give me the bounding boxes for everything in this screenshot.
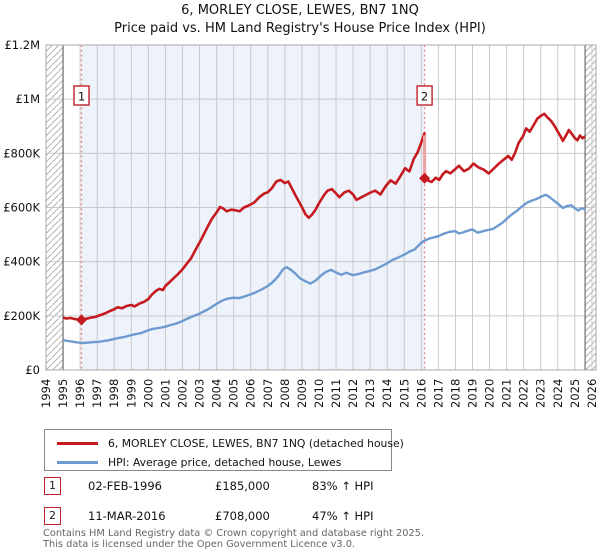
svg-text:2010: 2010	[312, 379, 326, 408]
svg-text:£1M: £1M	[15, 92, 40, 106]
svg-text:2004: 2004	[210, 379, 224, 408]
svg-text:£800K: £800K	[3, 146, 40, 160]
footer-line-2: This data is licensed under the Open Gov…	[43, 538, 356, 550]
svg-text:1997: 1997	[90, 379, 104, 408]
svg-text:2006: 2006	[244, 379, 258, 408]
svg-text:2017: 2017	[431, 379, 445, 408]
sale-1-hpi-delta: 83% ↑ HPI	[312, 479, 374, 493]
legend-label-property: 6, MORLEY CLOSE, LEWES, BN7 1NQ (detache…	[108, 437, 404, 450]
svg-text:2008: 2008	[278, 379, 292, 408]
svg-text:2012: 2012	[346, 379, 360, 408]
svg-text:2026: 2026	[585, 379, 599, 408]
page-subtitle: Price paid vs. HM Land Registry's House …	[114, 21, 486, 36]
license-footer: Contains HM Land Registry data © Crown c…	[43, 528, 425, 550]
svg-text:2011: 2011	[329, 379, 343, 408]
svg-text:£0: £0	[25, 363, 40, 377]
svg-text:2020: 2020	[483, 379, 497, 408]
svg-text:2014: 2014	[380, 379, 394, 408]
legend-item-hpi: HPI: Average price, detached house, Lewe…	[45, 453, 391, 472]
svg-text:1995: 1995	[56, 379, 70, 408]
svg-text:2001: 2001	[158, 379, 172, 408]
svg-text:2007: 2007	[261, 379, 275, 408]
sale-2-hpi-delta: 47% ↑ HPI	[312, 509, 374, 523]
svg-text:2005: 2005	[227, 379, 241, 408]
svg-text:1: 1	[78, 90, 85, 104]
footer-line-1: Contains HM Land Registry data © Crown c…	[43, 528, 425, 539]
sale-1-price: £185,000	[215, 479, 270, 493]
hpi-line-swatch	[57, 461, 98, 464]
property-line-swatch	[57, 442, 98, 445]
svg-text:2023: 2023	[534, 379, 548, 408]
sale-annotation-1: 1 02-FEB-1996 £185,000 83% ↑ HPI	[44, 477, 564, 495]
sale-2-date: 11-MAR-2016	[88, 509, 166, 523]
sale-1-date: 02-FEB-1996	[88, 479, 162, 493]
svg-text:2025: 2025	[568, 379, 582, 408]
sale-1-marker-badge: 1	[44, 477, 61, 495]
svg-text:1999: 1999	[124, 379, 138, 408]
chart-legend: 6, MORLEY CLOSE, LEWES, BN7 1NQ (detache…	[44, 429, 404, 472]
svg-text:1998: 1998	[107, 379, 121, 408]
svg-text:2013: 2013	[363, 379, 377, 408]
legend-label-hpi: HPI: Average price, detached house, Lewe…	[108, 456, 342, 469]
svg-text:2003: 2003	[193, 379, 207, 408]
svg-text:2015: 2015	[397, 379, 411, 408]
svg-text:2024: 2024	[551, 379, 565, 408]
svg-text:2022: 2022	[517, 379, 531, 408]
svg-text:2018: 2018	[448, 379, 462, 408]
svg-text:1994: 1994	[39, 379, 53, 408]
svg-text:2016: 2016	[414, 379, 428, 408]
sale-annotation-2: 2 11-MAR-2016 £708,000 47% ↑ HPI	[44, 507, 564, 525]
page-title: 6, MORLEY CLOSE, LEWES, BN7 1NQ	[181, 3, 419, 18]
svg-text:2: 2	[421, 90, 428, 104]
svg-text:£400K: £400K	[3, 255, 40, 269]
svg-text:£600K: £600K	[3, 201, 40, 215]
sale-2-marker-badge: 2	[44, 507, 61, 525]
svg-text:£1.2M: £1.2M	[4, 38, 40, 52]
svg-text:2009: 2009	[295, 379, 309, 408]
svg-text:1996: 1996	[73, 379, 87, 408]
sale-2-price: £708,000	[215, 509, 270, 523]
svg-text:2000: 2000	[141, 379, 155, 408]
svg-text:2002: 2002	[175, 379, 189, 408]
svg-text:£200K: £200K	[3, 309, 40, 323]
legend-item-property: 6, MORLEY CLOSE, LEWES, BN7 1NQ (detache…	[45, 434, 404, 453]
svg-text:2021: 2021	[500, 379, 514, 408]
price-history-chart: 1 2 £0 £200K £400K £600K £800K £1M £1.2M 1994 1995…	[3, 38, 599, 408]
svg-text:2019: 2019	[466, 379, 480, 408]
